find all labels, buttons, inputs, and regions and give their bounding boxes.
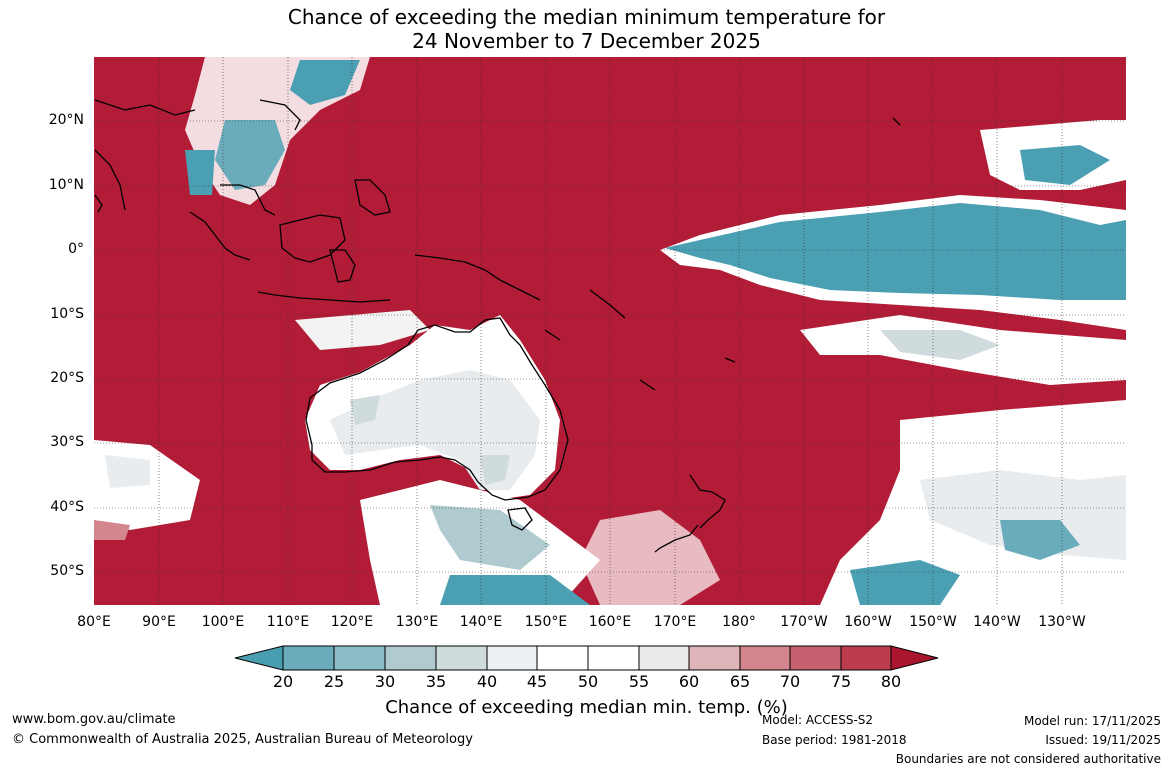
lon-label: 100°E xyxy=(201,614,245,630)
lon-label: 90°E xyxy=(142,614,176,630)
colorbar-segment xyxy=(486,645,538,671)
colorbar-high-extension xyxy=(890,645,939,671)
colorbar-segment xyxy=(739,645,791,671)
colorbar-segment xyxy=(789,645,842,671)
lon-label: 180° xyxy=(722,614,756,630)
colorbar-segment xyxy=(840,645,892,671)
lon-label: 140°W xyxy=(973,614,1021,630)
lon-label: 120°E xyxy=(330,614,374,630)
lon-label: 130°W xyxy=(1038,614,1086,630)
issued-text: Issued: 19/11/2025 xyxy=(1045,733,1161,747)
coastlines xyxy=(94,99,901,553)
colorbar-segment xyxy=(638,645,690,671)
model-text: Model: ACCESS-S2 xyxy=(762,713,874,727)
lon-label: 110°E xyxy=(266,614,310,630)
colorbar-tick-label: 75 xyxy=(830,672,852,691)
lat-label: 10°S xyxy=(50,306,84,322)
lat-label: 20°N xyxy=(48,112,84,128)
lat-label: 10°N xyxy=(48,177,84,193)
lat-label: 50°S xyxy=(50,563,84,579)
colorbar-segment xyxy=(282,645,335,671)
lon-label: 150°W xyxy=(909,614,957,630)
lon-label: 130°E xyxy=(395,614,439,630)
colorbar-tick-label: 30 xyxy=(374,672,396,691)
colorbar-tick-label: 80 xyxy=(880,672,902,691)
website-text: www.bom.gov.au/climate xyxy=(12,712,176,727)
disclaimer-text: Boundaries are not considered authoritat… xyxy=(895,752,1161,766)
map-title-line2: 24 November to 7 December 2025 xyxy=(412,29,761,53)
lon-label: 170°W xyxy=(780,614,828,630)
copyright-text: © Commonwealth of Australia 2025, Austra… xyxy=(12,732,473,747)
lon-label: 170°E xyxy=(653,614,697,630)
colorbar-title: Chance of exceeding median min. temp. (%… xyxy=(385,697,788,718)
colorbar-tick-label: 50 xyxy=(577,672,599,691)
colorbar-tick-label: 55 xyxy=(628,672,650,691)
lon-label: 80°E xyxy=(77,614,111,630)
colorbar-tick-label: 60 xyxy=(678,672,700,691)
graticule xyxy=(94,57,1126,605)
colorbar-low-extension xyxy=(234,645,284,671)
colorbar-tick-label: 40 xyxy=(476,672,498,691)
lat-label: 40°S xyxy=(50,499,84,515)
model-run-text: Model run: 17/11/2025 xyxy=(1023,714,1161,728)
probability-shading xyxy=(94,57,1126,605)
colorbar-tick-label: 25 xyxy=(323,672,345,691)
base-period-text: Base period: 1981-2018 xyxy=(762,733,907,747)
lat-label: 0° xyxy=(68,241,84,257)
lon-label: 160°W xyxy=(844,614,892,630)
lon-label: 150°E xyxy=(524,614,568,630)
colorbar-segment xyxy=(688,645,741,671)
colorbar-segment xyxy=(536,645,589,671)
colorbar xyxy=(234,645,939,671)
colorbar-segment xyxy=(435,645,488,671)
lon-label: 160°E xyxy=(588,614,632,630)
colorbar-segment xyxy=(384,645,437,671)
colorbar-tick-label: 35 xyxy=(425,672,447,691)
colorbar-segment xyxy=(333,645,386,671)
map-title-line1: Chance of exceeding the median minimum t… xyxy=(287,5,886,29)
lon-label: 140°E xyxy=(459,614,503,630)
colorbar-segment xyxy=(587,645,640,671)
colorbar-tick-label: 20 xyxy=(272,672,294,691)
colorbar-tick-label: 70 xyxy=(779,672,801,691)
lat-label: 30°S xyxy=(50,434,84,450)
colorbar-tick-label: 45 xyxy=(526,672,548,691)
colorbar-tick-label: 65 xyxy=(729,672,751,691)
lat-label: 20°S xyxy=(50,370,84,386)
